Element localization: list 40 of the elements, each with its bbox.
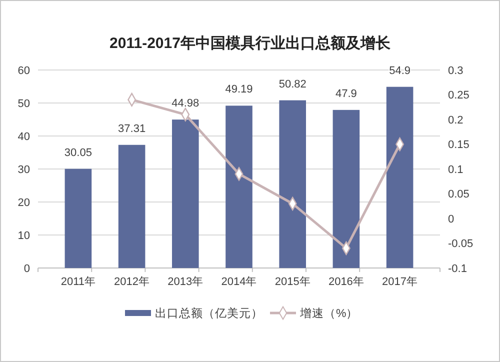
- y2-tick-label: 0.05: [448, 188, 470, 201]
- bar: [332, 110, 360, 268]
- bar: [226, 106, 252, 268]
- y2-tick-label: 0.1: [448, 164, 464, 176]
- y-tick-label: 20: [18, 196, 30, 209]
- x-tick-label: 2014年: [221, 276, 257, 288]
- y-tick-label: 0: [24, 262, 30, 275]
- bar: [172, 120, 199, 268]
- bar: [386, 86, 414, 268]
- x-tick-label: 2017年: [382, 276, 418, 288]
- x-tick-label: 2013年: [168, 276, 204, 288]
- y2-tick-label: -0.1: [448, 262, 467, 275]
- y-tick-label: 10: [18, 230, 30, 242]
- legend-label: 出口总额（亿美元）: [155, 306, 263, 320]
- data-label: 47.9: [335, 88, 357, 100]
- data-label: 30.05: [64, 146, 92, 159]
- y2-tick-label: 0.2: [448, 114, 464, 126]
- y-tick-label: 30: [18, 164, 30, 176]
- y2-tick-label: 0.15: [448, 139, 470, 152]
- data-label: 44.98: [172, 98, 200, 110]
- data-label: 37.31: [118, 122, 146, 135]
- data-label: 54.9: [389, 64, 411, 77]
- y-tick-label: 40: [18, 130, 30, 143]
- y2-tick-label: 0: [448, 213, 454, 226]
- data-label: 49.19: [225, 84, 253, 96]
- x-tick-label: 2016年: [328, 276, 364, 288]
- legend-label: 增速（%）: [299, 307, 358, 320]
- y-tick-label: 50: [18, 98, 30, 110]
- x-tick-label: 2011年: [60, 276, 96, 288]
- bar: [118, 144, 146, 268]
- chart-title: 2011-2017年中国模具行业出口总额及增长: [110, 34, 392, 52]
- x-tick-label: 2015年: [274, 276, 310, 288]
- y-tick-label: 60: [18, 64, 30, 77]
- y2-tick-label: 0.25: [448, 90, 470, 102]
- bar: [279, 100, 306, 268]
- data-label: 50.82: [278, 78, 306, 90]
- x-tick-label: 2012年: [114, 276, 150, 288]
- bar: [64, 168, 92, 268]
- y2-tick-label: -0.05: [448, 238, 474, 250]
- y2-tick-label: 0.3: [448, 64, 464, 77]
